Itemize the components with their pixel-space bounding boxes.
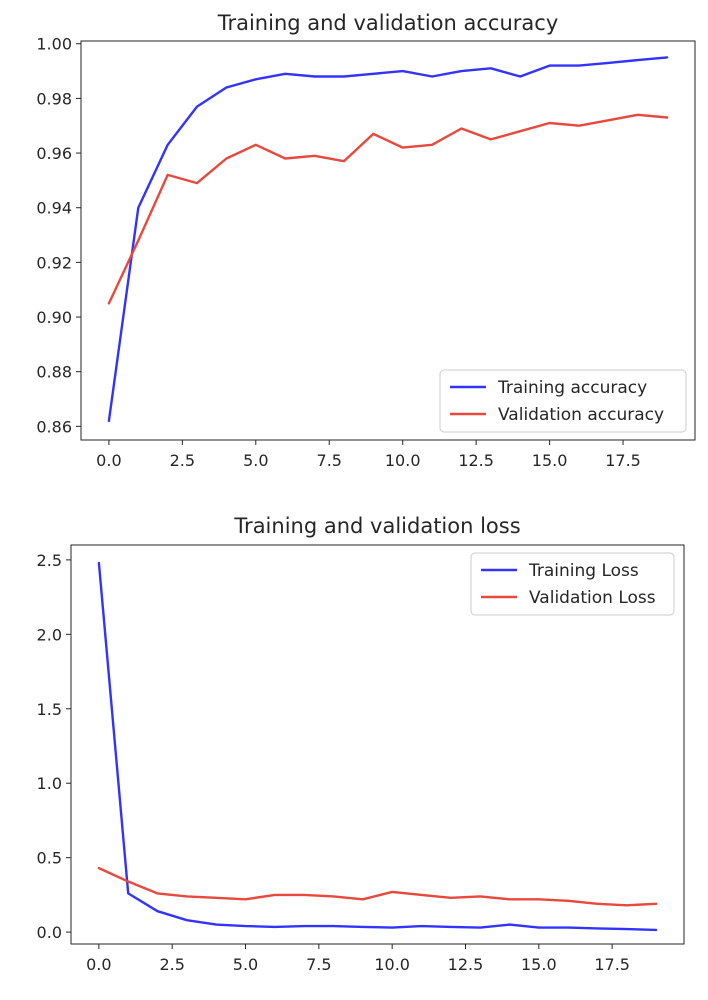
y-tick-label: 0.96 xyxy=(36,144,72,163)
legend-label: Validation accuracy xyxy=(498,405,664,425)
x-tick-label: 7.5 xyxy=(317,451,342,470)
series-line-training-accuracy xyxy=(107,56,669,423)
y-tick-label: 0.5 xyxy=(37,849,62,868)
x-tick-label: 17.5 xyxy=(605,451,641,470)
x-tick-label: 5.0 xyxy=(243,451,268,470)
x-tick-label: 2.5 xyxy=(159,955,184,974)
y-tick-label: 1.5 xyxy=(37,700,62,719)
x-tick-label: 10.0 xyxy=(374,955,410,974)
series-line-validation-loss xyxy=(97,866,658,907)
x-tick-label: 17.5 xyxy=(594,955,630,974)
y-tick-label: 1.0 xyxy=(37,774,62,793)
legend: Training accuracy Validation accuracy xyxy=(439,369,687,433)
legend-box xyxy=(470,552,675,616)
chart-title: Training and validation loss xyxy=(233,514,520,538)
y-tick-label: 0.0 xyxy=(37,923,62,942)
x-tick-label: 0.0 xyxy=(86,955,111,974)
x-tick-label: 0.0 xyxy=(96,451,121,470)
y-tick-label: 2.5 xyxy=(37,551,62,570)
x-tick-label: 15.0 xyxy=(521,955,557,974)
legend: Training Loss Validation Loss xyxy=(470,552,675,616)
x-tick-label: 12.5 xyxy=(458,451,494,470)
chart-title: Training and validation accuracy xyxy=(217,11,559,35)
y-tick-label: 0.86 xyxy=(36,417,72,436)
accuracy-chart: Training and validation accuracy 0.86 0.88… xyxy=(36,11,696,470)
y-tick-label: 0.94 xyxy=(36,199,72,218)
y-tick-label: 0.92 xyxy=(36,253,72,272)
y-tick-label: 1.00 xyxy=(36,35,72,54)
legend-label: Training Loss xyxy=(528,561,639,581)
axes-frame xyxy=(70,544,685,945)
series-line-training-loss xyxy=(97,561,658,932)
x-tick-label: 10.0 xyxy=(385,451,421,470)
legend-box xyxy=(439,369,687,433)
x-tick-label: 15.0 xyxy=(532,451,568,470)
y-tick-label: 0.90 xyxy=(36,308,72,327)
axes-frame xyxy=(80,40,696,441)
legend-label: Training accuracy xyxy=(497,378,647,398)
x-tick-label: 5.0 xyxy=(233,955,258,974)
x-tick-label: 12.5 xyxy=(448,955,484,974)
x-tick-label: 7.5 xyxy=(306,955,331,974)
x-tick-label: 2.5 xyxy=(170,451,195,470)
y-tick-label: 2.0 xyxy=(37,625,62,644)
y-tick-label: 0.88 xyxy=(36,363,72,382)
series-line-validation-accuracy xyxy=(107,113,669,305)
legend-label: Validation Loss xyxy=(529,588,656,608)
loss-chart: Training and validation loss 0.0 0.5 1.0 1.5… xyxy=(37,514,685,974)
y-tick-label: 0.98 xyxy=(36,89,72,108)
